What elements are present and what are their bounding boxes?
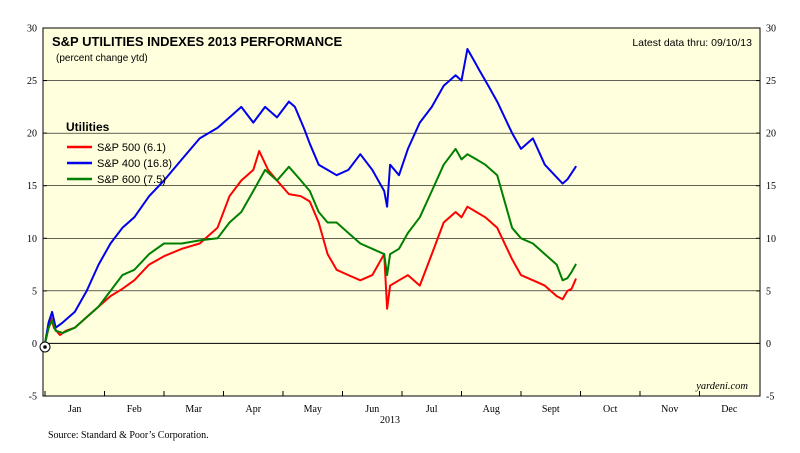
chart-title: S&P UTILITIES INDEXES 2013 PERFORMANCE [52, 34, 342, 49]
x-tick-label: May [304, 404, 322, 415]
legend-title: Utilities [66, 120, 110, 134]
y-tick-label-left: 5 [32, 286, 37, 297]
series-lines [44, 48, 577, 345]
y-tick-label-left: 0 [32, 339, 37, 350]
y-tick-label-right: 20 [766, 129, 776, 140]
x-tick-label: Jun [365, 404, 379, 415]
x-tick-label: Aug [483, 404, 500, 415]
y-tick-label-right: 25 [766, 76, 776, 87]
legend-label-sp600: S&P 600 (7.5) [97, 174, 166, 186]
x-tick-label: Jul [426, 404, 438, 415]
x-tick-label: Feb [127, 404, 142, 415]
series-line-sp500 [44, 150, 577, 345]
watermark: yardeni.com [695, 381, 748, 392]
axes: -5 -5 0 0 5 5 10 10 15 15 20 20 25 25 30 30 Jan Feb Mar Apr… [27, 24, 776, 416]
y-tick-label-right: -5 [766, 392, 774, 403]
x-tick-label: Nov [661, 404, 678, 415]
x-axis-year-label: 2013 [380, 415, 400, 426]
gridlines [43, 80, 760, 344]
plot-area [42, 27, 761, 397]
x-tick-label: Dec [721, 404, 738, 415]
series-line-sp400 [44, 48, 577, 345]
y-tick-label-left: 25 [27, 76, 37, 87]
y-tick-label-right: 15 [766, 181, 776, 192]
source-note: Source: Standard & Poor’s Corporation. [48, 430, 209, 441]
x-tick-label: Mar [185, 404, 202, 415]
x-tick-label: Oct [603, 404, 618, 415]
latest-data-note: Latest data thru: 09/10/13 [632, 37, 752, 49]
x-tick-label: Sept [542, 404, 560, 415]
y-tick-label-right: 5 [766, 286, 771, 297]
y-tick-label-left: -5 [29, 392, 37, 403]
y-tick-label-left: 20 [27, 129, 37, 140]
legend-label-sp400: S&P 400 (16.8) [97, 158, 172, 170]
series-line-sp600 [44, 147, 577, 345]
legend: Utilities S&P 500 (6.1) S&P 400 (16.8) S… [66, 120, 172, 186]
legend-label-sp500: S&P 500 (6.1) [97, 142, 166, 154]
x-tick-label: Apr [245, 404, 261, 415]
y-tick-label-left: 30 [27, 24, 37, 35]
y-tick-label-right: 10 [766, 234, 776, 245]
chart-subtitle: (percent change ytd) [56, 53, 148, 64]
y-tick-label-left: 10 [27, 234, 37, 245]
y-tick-label-left: 15 [27, 181, 37, 192]
origin-marker [39, 341, 51, 353]
x-tick-label: Jan [68, 404, 81, 415]
y-tick-label-right: 30 [766, 24, 776, 35]
y-tick-label-right: 0 [766, 339, 771, 350]
